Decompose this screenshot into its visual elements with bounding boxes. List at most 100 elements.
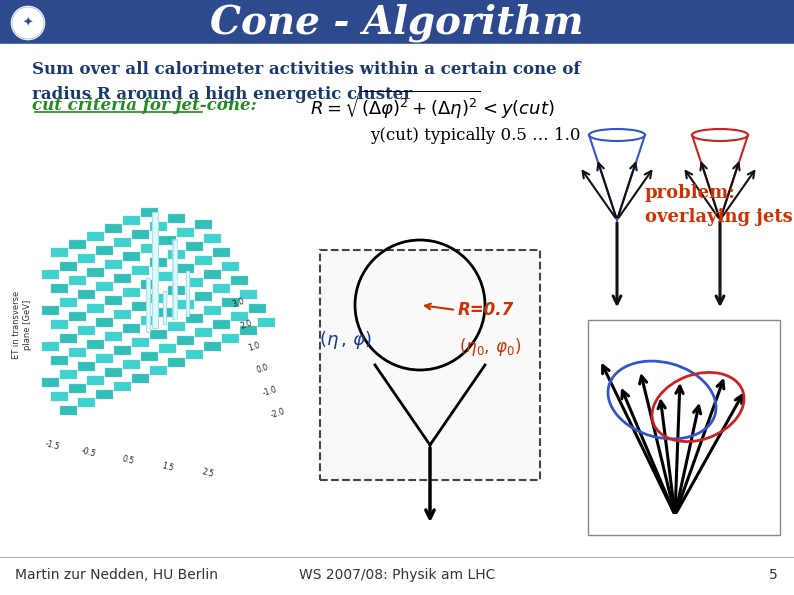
Text: -1.5: -1.5 xyxy=(44,439,60,451)
Bar xyxy=(78,398,95,407)
Bar xyxy=(96,246,113,255)
Bar xyxy=(69,348,86,357)
Bar xyxy=(105,224,122,233)
Text: ✦: ✦ xyxy=(23,17,33,30)
Bar xyxy=(195,220,212,229)
Text: Cone - Algorithm: Cone - Algorithm xyxy=(210,4,584,42)
Text: 5: 5 xyxy=(769,568,778,582)
Bar xyxy=(150,366,167,375)
Bar xyxy=(42,306,59,315)
Bar xyxy=(96,354,113,363)
Bar xyxy=(168,322,185,331)
Bar xyxy=(150,330,167,339)
Text: y(cut) typically 0.5 … 1.0: y(cut) typically 0.5 … 1.0 xyxy=(370,127,580,143)
Bar xyxy=(132,230,149,239)
Bar xyxy=(51,248,68,257)
Bar xyxy=(213,320,230,329)
Text: -0.5: -0.5 xyxy=(79,447,96,459)
Bar xyxy=(159,308,176,317)
Bar xyxy=(195,256,212,265)
Bar xyxy=(123,324,140,333)
Bar xyxy=(132,374,149,383)
Bar xyxy=(87,376,104,385)
Bar xyxy=(51,320,68,329)
Bar xyxy=(87,304,104,313)
Bar xyxy=(213,248,230,257)
Text: WS 2007/08: Physik am LHC: WS 2007/08: Physik am LHC xyxy=(299,568,495,582)
Bar xyxy=(588,320,780,535)
Bar xyxy=(240,290,257,299)
Bar xyxy=(114,274,131,283)
Bar xyxy=(177,300,194,309)
Text: problem:
overlaying jets: problem: overlaying jets xyxy=(645,183,792,227)
Text: 2.0: 2.0 xyxy=(239,319,253,331)
Text: cut criteria for jet-cone:: cut criteria for jet-cone: xyxy=(32,96,256,114)
Bar xyxy=(141,352,158,361)
Text: 2.5: 2.5 xyxy=(201,467,215,479)
Bar xyxy=(141,208,158,217)
Bar xyxy=(42,378,59,387)
Bar xyxy=(69,276,86,285)
Bar xyxy=(186,278,203,287)
Text: $R = \sqrt{(\Delta\varphi)^2 + (\Delta\eta)^2} < y(cut)$: $R = \sqrt{(\Delta\varphi)^2 + (\Delta\e… xyxy=(310,89,554,121)
Bar xyxy=(87,268,104,277)
Bar xyxy=(195,292,212,301)
Text: -1.0: -1.0 xyxy=(261,384,279,397)
Bar xyxy=(123,288,140,297)
Bar xyxy=(141,244,158,253)
Bar xyxy=(186,314,203,323)
Text: R=0.7: R=0.7 xyxy=(458,301,515,319)
Bar xyxy=(168,214,185,223)
Text: $(\eta_0,\,\varphi_0)$: $(\eta_0,\,\varphi_0)$ xyxy=(459,336,521,358)
Bar xyxy=(204,234,221,243)
Bar xyxy=(231,276,248,285)
Bar xyxy=(240,326,257,335)
Bar xyxy=(132,266,149,275)
Bar xyxy=(105,332,122,341)
Bar xyxy=(204,342,221,351)
Bar xyxy=(168,250,185,259)
Bar xyxy=(69,384,86,393)
Bar xyxy=(105,296,122,305)
Bar xyxy=(51,356,68,365)
Bar xyxy=(60,370,77,379)
Bar xyxy=(42,270,59,279)
Bar xyxy=(42,342,59,351)
Bar xyxy=(96,282,113,291)
Bar xyxy=(123,252,140,261)
Bar xyxy=(78,362,95,371)
Bar xyxy=(78,326,95,335)
Bar xyxy=(159,236,176,245)
Bar xyxy=(51,392,68,401)
Bar xyxy=(159,344,176,353)
Bar xyxy=(60,262,77,271)
Bar xyxy=(69,240,86,249)
Bar xyxy=(123,216,140,225)
Bar xyxy=(204,306,221,315)
Bar xyxy=(105,260,122,269)
Bar xyxy=(231,312,248,321)
Bar xyxy=(87,340,104,349)
Text: 1.0: 1.0 xyxy=(247,341,261,353)
Text: -2.0: -2.0 xyxy=(270,406,287,419)
Bar xyxy=(60,334,77,343)
Bar xyxy=(60,406,77,415)
Bar xyxy=(114,346,131,355)
Bar xyxy=(123,360,140,369)
Bar xyxy=(222,262,239,271)
Bar xyxy=(177,228,194,237)
Text: $(\eta\,,\,\varphi)$: $(\eta\,,\,\varphi)$ xyxy=(318,329,372,351)
Bar xyxy=(69,312,86,321)
Bar xyxy=(141,280,158,289)
Bar xyxy=(150,222,167,231)
Circle shape xyxy=(10,5,46,41)
Bar xyxy=(0,0,794,40)
Bar xyxy=(177,336,194,345)
Text: 0.5: 0.5 xyxy=(121,454,135,466)
Bar xyxy=(96,390,113,399)
Bar xyxy=(258,318,275,327)
Text: 0.0: 0.0 xyxy=(255,363,269,375)
Bar xyxy=(168,286,185,295)
Bar xyxy=(186,350,203,359)
Bar xyxy=(51,284,68,293)
